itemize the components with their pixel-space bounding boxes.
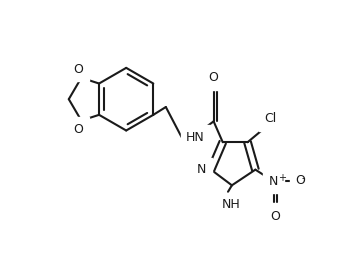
Text: O: O xyxy=(73,63,83,76)
Text: N: N xyxy=(197,163,206,176)
Text: +: + xyxy=(278,173,286,183)
Text: O: O xyxy=(296,174,306,187)
Text: NH: NH xyxy=(222,198,240,211)
Text: N: N xyxy=(269,175,278,188)
Text: O: O xyxy=(209,71,219,84)
Text: -: - xyxy=(301,173,305,183)
Text: O: O xyxy=(270,210,280,223)
Text: Cl: Cl xyxy=(265,112,277,125)
Text: O: O xyxy=(73,123,83,136)
Text: HN: HN xyxy=(186,130,205,144)
